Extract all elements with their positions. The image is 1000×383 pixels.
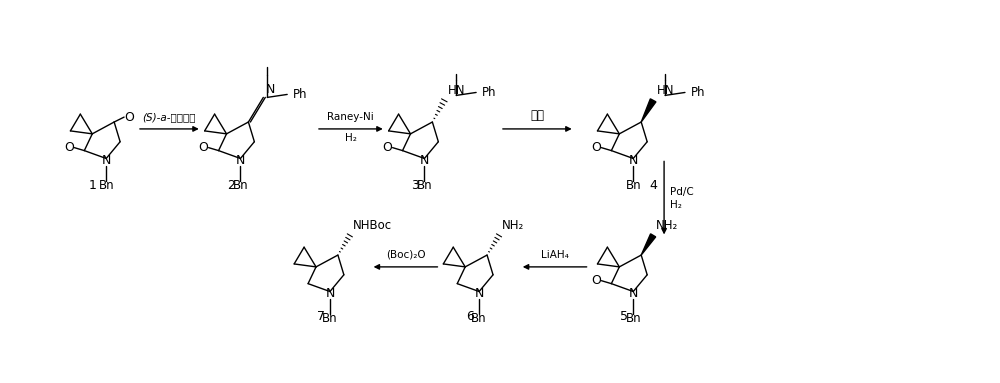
Text: 3: 3 xyxy=(412,178,419,192)
Text: Bn: Bn xyxy=(233,178,248,192)
Polygon shape xyxy=(641,234,656,255)
Text: 1: 1 xyxy=(88,178,96,192)
Text: Ph: Ph xyxy=(482,86,497,99)
Text: O: O xyxy=(64,141,74,154)
Text: O: O xyxy=(124,111,134,124)
Text: 2: 2 xyxy=(228,178,235,192)
Text: Bn: Bn xyxy=(322,312,338,325)
Text: O: O xyxy=(199,141,209,154)
Text: NH₂: NH₂ xyxy=(502,219,524,232)
Text: Raney-Ni: Raney-Ni xyxy=(327,112,374,122)
Text: 分离: 分离 xyxy=(530,109,544,122)
Text: (S)-a-甲基苄胺: (S)-a-甲基苄胺 xyxy=(143,112,196,122)
Text: Ph: Ph xyxy=(691,86,705,99)
Text: O: O xyxy=(592,141,601,154)
Text: 6: 6 xyxy=(466,310,474,322)
Text: (Boc)₂O: (Boc)₂O xyxy=(386,250,425,260)
Text: Pd/C: Pd/C xyxy=(670,187,694,197)
Text: Bn: Bn xyxy=(471,312,487,325)
Text: Bn: Bn xyxy=(625,312,641,325)
Text: N: N xyxy=(629,154,638,167)
Text: Bn: Bn xyxy=(417,178,432,192)
Text: 5: 5 xyxy=(620,310,628,322)
Polygon shape xyxy=(641,99,656,122)
Text: Bn: Bn xyxy=(98,178,114,192)
Text: O: O xyxy=(592,274,601,287)
Text: NH₂: NH₂ xyxy=(656,219,678,232)
Text: N: N xyxy=(629,287,638,300)
Text: NHBoc: NHBoc xyxy=(353,219,392,232)
Text: H₂: H₂ xyxy=(670,200,682,210)
Text: Ph: Ph xyxy=(293,88,308,101)
Text: 7: 7 xyxy=(317,310,325,322)
Text: N: N xyxy=(474,287,484,300)
Text: N: N xyxy=(325,287,335,300)
Text: O: O xyxy=(383,141,393,154)
Text: N: N xyxy=(265,83,275,97)
Text: HN: HN xyxy=(657,84,675,97)
Text: N: N xyxy=(420,154,429,167)
Text: HN: HN xyxy=(448,84,466,97)
Text: N: N xyxy=(236,154,245,167)
Text: 4: 4 xyxy=(649,178,657,192)
Text: H₂: H₂ xyxy=(345,133,357,143)
Text: Bn: Bn xyxy=(625,178,641,192)
Text: LiAH₄: LiAH₄ xyxy=(541,250,569,260)
Text: N: N xyxy=(102,154,111,167)
